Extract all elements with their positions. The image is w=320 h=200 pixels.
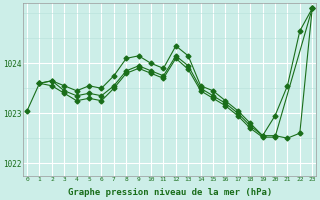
- X-axis label: Graphe pression niveau de la mer (hPa): Graphe pression niveau de la mer (hPa): [68, 188, 272, 197]
